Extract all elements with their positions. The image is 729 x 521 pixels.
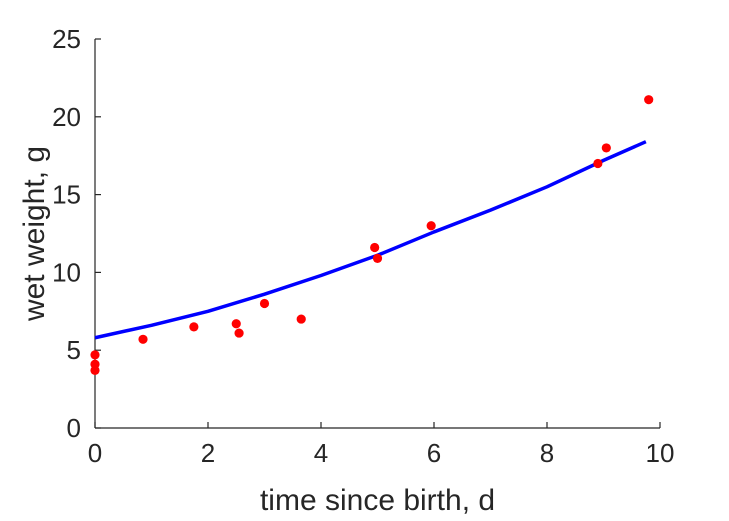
data-point xyxy=(231,319,241,329)
y-tick-label: 10 xyxy=(52,257,81,287)
y-axis-ticks: 0 5 10 15 20 25 xyxy=(52,24,101,443)
fit-curve xyxy=(94,140,647,340)
series-layer xyxy=(90,95,654,376)
data-point xyxy=(372,253,383,263)
data-point xyxy=(259,298,270,309)
x-tick-label: 2 xyxy=(201,438,215,468)
data-point xyxy=(234,328,244,338)
x-axis-label: time since birth, d xyxy=(260,484,495,517)
data-point xyxy=(601,143,611,153)
data-point xyxy=(644,95,654,105)
data-point xyxy=(189,322,199,332)
plot-area: 0 2 4 6 8 10 0 5 10 15 20 25 xyxy=(52,24,674,468)
data-point xyxy=(90,359,100,369)
y-tick-label: 0 xyxy=(67,413,81,443)
x-tick-label: 10 xyxy=(646,438,675,468)
y-tick-label: 25 xyxy=(52,24,81,54)
data-point xyxy=(426,221,436,231)
data-point xyxy=(90,350,100,360)
y-tick-label: 15 xyxy=(52,180,81,210)
x-tick-label: 0 xyxy=(88,438,102,468)
x-tick-label: 8 xyxy=(540,438,554,468)
data-point xyxy=(138,334,148,344)
data-point xyxy=(296,314,306,324)
data-point xyxy=(593,158,603,169)
x-axis-ticks: 0 2 4 6 8 10 xyxy=(88,422,675,468)
data-point xyxy=(370,242,380,253)
x-tick-label: 4 xyxy=(314,438,328,468)
y-axis-label: wet weight, g xyxy=(18,146,51,322)
x-tick-label: 6 xyxy=(427,438,441,468)
y-tick-label: 5 xyxy=(67,335,81,365)
y-tick-label: 20 xyxy=(52,102,81,132)
